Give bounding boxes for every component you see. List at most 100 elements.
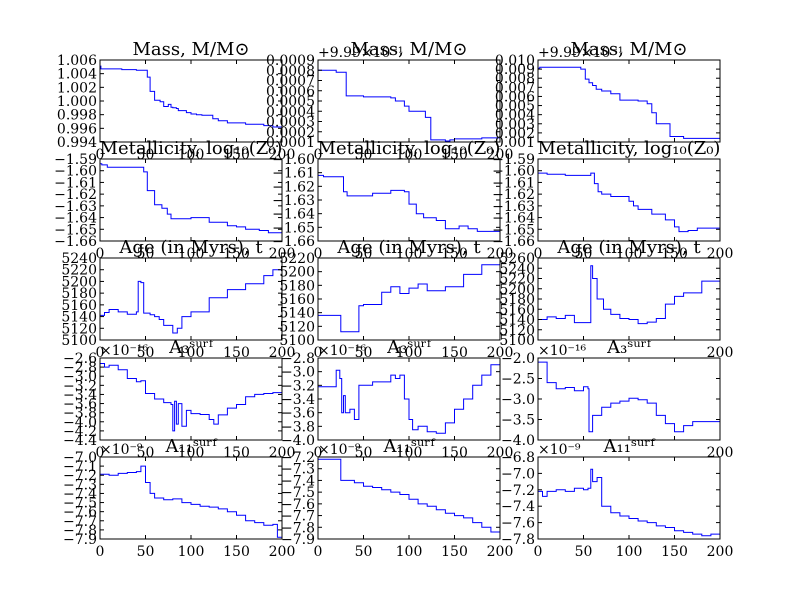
ytick-label: −1.64: [272, 207, 315, 223]
ytick-label: 1.004: [57, 67, 97, 83]
ytick-label: −1.62: [492, 187, 535, 203]
ytick-label: −7.2: [63, 468, 97, 484]
ytick-label: 5140: [61, 310, 97, 326]
xtick-label: 100: [396, 345, 423, 361]
ytick-label: −1.64: [492, 211, 535, 227]
ytick-label: 0.006: [495, 89, 535, 105]
ytick-label: −7.6: [63, 505, 97, 521]
xtick-label: 0: [534, 544, 543, 560]
ytick-label: 5180: [61, 286, 97, 302]
series-line-panel-2: [538, 66, 720, 139]
ytick-label: −7.6: [281, 497, 315, 513]
axes-frame-panel-2: [537, 59, 721, 143]
ytick-label: 5100: [279, 333, 315, 349]
xtick-label: 0: [534, 246, 543, 262]
xtick-label: 100: [616, 544, 643, 560]
xtick-label: 0: [314, 544, 323, 560]
ytick-label: −4.0: [281, 433, 315, 449]
ytick-label: 5240: [499, 261, 535, 277]
xtick-label: 100: [178, 544, 205, 560]
ytick-label: −1.62: [54, 187, 97, 203]
axes-frame-panel-3: [99, 158, 283, 242]
xtick-label: 0: [314, 147, 323, 163]
ytick-label: −7.2: [501, 483, 535, 499]
panel-title: Metallicity, log₁₀(Z₀): [100, 138, 283, 159]
xtick-label: 200: [487, 345, 514, 361]
series-line-panel-12: [100, 465, 283, 538]
ytick-label: −1.60: [54, 164, 97, 180]
xtick-label: 0: [314, 246, 323, 262]
axis-offset-text: ×10⁻⁹: [318, 442, 361, 458]
panel-title: Mass, M/M⊙: [350, 39, 467, 60]
series-line-panel-6: [100, 268, 283, 334]
series-line-panel-4: [318, 174, 501, 232]
xtick-label: 150: [223, 345, 250, 361]
ytick-label: −7.3: [281, 462, 315, 478]
ytick-label: 5120: [499, 323, 535, 339]
panel-title: A₃ˢᵘʳᶠ: [386, 337, 432, 358]
ytick-label: 5160: [61, 298, 97, 314]
ytick-label: 0.994: [57, 135, 97, 151]
axis-offset-text: ×10⁻¹⁶: [538, 343, 587, 359]
series-line-panel-3: [100, 163, 283, 234]
axes-frame-panel-14: [537, 456, 721, 540]
ytick-label: −1.65: [54, 222, 97, 238]
xtick-label: 100: [178, 345, 205, 361]
xtick-label: 0: [314, 445, 323, 461]
xtick-label: 0: [96, 345, 105, 361]
ytick-label: 0.007: [495, 80, 535, 96]
ytick-label: −3.4: [281, 392, 315, 408]
ytick-label: 5140: [499, 313, 535, 329]
ytick-label: −2.0: [501, 351, 535, 367]
ytick-label: −7.7: [281, 509, 315, 525]
ytick-label: 0.0002: [266, 125, 315, 141]
ytick-label: −1.59: [54, 152, 97, 168]
ytick-label: 0.003: [495, 117, 535, 133]
ytick-label: −1.66: [492, 234, 535, 250]
xtick-label: 150: [441, 544, 468, 560]
ytick-label: 5180: [499, 292, 535, 308]
ytick-label: 0.0009: [266, 53, 315, 69]
ytick-label: −7.9: [63, 532, 97, 548]
xtick-label: 50: [137, 544, 155, 560]
ytick-label: −7.4: [63, 486, 97, 502]
ytick-label: 0.009: [495, 62, 535, 78]
ytick-label: −7.6: [501, 516, 535, 532]
ytick-label: 0.0001: [266, 135, 315, 151]
ytick-label: −1.62: [272, 179, 315, 195]
ytick-label: 0.0004: [266, 104, 315, 120]
ytick-label: −3.8: [63, 406, 97, 422]
series-line-panel-14: [538, 468, 721, 537]
ytick-label: 5200: [499, 282, 535, 298]
xtick-label: 50: [575, 544, 593, 560]
ytick-label: −1.60: [492, 164, 535, 180]
panel-title: A₁₁ˢᵘʳᶠ: [383, 436, 436, 457]
axis-offset-text: +9.99×10⁻¹: [538, 45, 623, 61]
ytick-label: −1.65: [272, 220, 315, 236]
xtick-label: 200: [707, 345, 734, 361]
ytick-label: −1.63: [492, 199, 535, 215]
ytick-label: 5160: [279, 292, 315, 308]
ytick-label: 5200: [61, 274, 97, 290]
ytick-label: −1.64: [54, 211, 97, 227]
ytick-label: −3.6: [63, 397, 97, 413]
axes-frame-panel-6: [99, 257, 283, 341]
ytick-label: −7.2: [281, 450, 315, 466]
ytick-label: 5100: [499, 333, 535, 349]
ytick-label: 5220: [61, 263, 97, 279]
ytick-label: −2.5: [501, 372, 535, 388]
ytick-label: −4.0: [63, 415, 97, 431]
series-line-panel-13: [318, 458, 501, 535]
ytick-label: −3.2: [63, 378, 97, 394]
ytick-label: −2.6: [63, 351, 97, 367]
ytick-label: −7.8: [281, 520, 315, 536]
ytick-label: −3.4: [63, 387, 97, 403]
series-line-panel-5: [538, 172, 720, 233]
axis-offset-text: ×10⁻¹⁶: [100, 343, 149, 359]
ytick-label: 1.006: [57, 53, 97, 69]
ytick-label: 1.002: [57, 80, 97, 96]
xtick-label: 0: [96, 246, 105, 262]
ytick-label: 0.008: [495, 71, 535, 87]
ytick-label: −7.4: [501, 499, 535, 515]
